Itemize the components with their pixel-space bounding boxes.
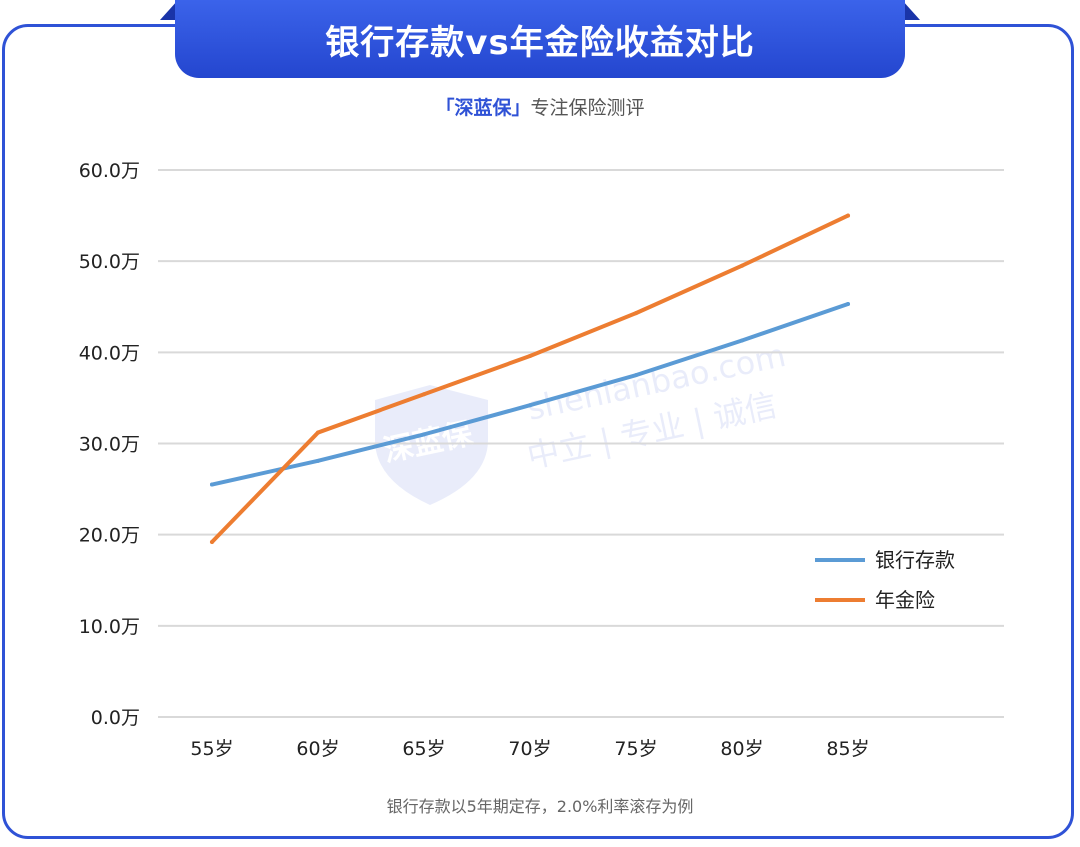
x-tick-label: 55岁 [190, 738, 233, 760]
data-point [634, 311, 638, 316]
x-tick-label: 75岁 [614, 738, 657, 760]
grid [158, 169, 1004, 718]
x-tick-label: 80岁 [720, 738, 763, 760]
data-point [210, 482, 214, 487]
x-tick-label: 85岁 [826, 738, 869, 760]
watermark-shield-icon [375, 385, 488, 505]
x-tick-label: 60岁 [296, 738, 339, 760]
y-tick-label: 60.0万 [79, 160, 140, 182]
y-tick-label: 40.0万 [79, 342, 140, 364]
title-banner: 银行存款vs年金险收益对比 [175, 0, 905, 78]
y-tick-label: 0.0万 [91, 707, 140, 729]
y-axis: 0.0万 10.0万 20.0万 30.0万 40.0万 50.0万 60.0万 [79, 160, 140, 729]
data-point [846, 302, 850, 307]
y-tick-label: 10.0万 [79, 616, 140, 638]
series-lines [210, 213, 850, 544]
data-point [210, 539, 214, 544]
data-point [528, 403, 532, 408]
data-point [740, 338, 744, 343]
data-point [422, 392, 426, 397]
chart-frame [2, 24, 1074, 839]
watermark: 深蓝保 shenlanbao.com 中立 | 专业 | 诚信 [375, 336, 789, 505]
data-point [316, 458, 320, 463]
legend-label: 年金险 [875, 588, 935, 612]
x-tick-label: 65岁 [402, 738, 445, 760]
subtitle-brand: 「深蓝保」 [435, 97, 531, 119]
y-tick-label: 50.0万 [79, 251, 140, 273]
data-point [740, 263, 744, 268]
x-axis: 55岁 60岁 65岁 70岁 75岁 80岁 85岁 [190, 738, 869, 760]
footnote: 银行存款以5年期定存，2.0%利率滚存为例 [386, 797, 694, 816]
subtitle-text: 专注保险测评 [530, 97, 645, 119]
data-point [316, 430, 320, 435]
legend-label: 银行存款 [875, 548, 955, 572]
subtitle: 「深蓝保」专注保险测评 [0, 93, 1080, 120]
data-point [846, 213, 850, 218]
chart-title: 银行存款vs年金险收益对比 [325, 22, 755, 63]
x-tick-label: 70岁 [508, 738, 551, 760]
y-tick-label: 30.0万 [79, 434, 140, 456]
data-point [634, 373, 638, 378]
y-tick-label: 20.0万 [79, 525, 140, 547]
data-point [422, 432, 426, 437]
data-point [528, 353, 532, 358]
